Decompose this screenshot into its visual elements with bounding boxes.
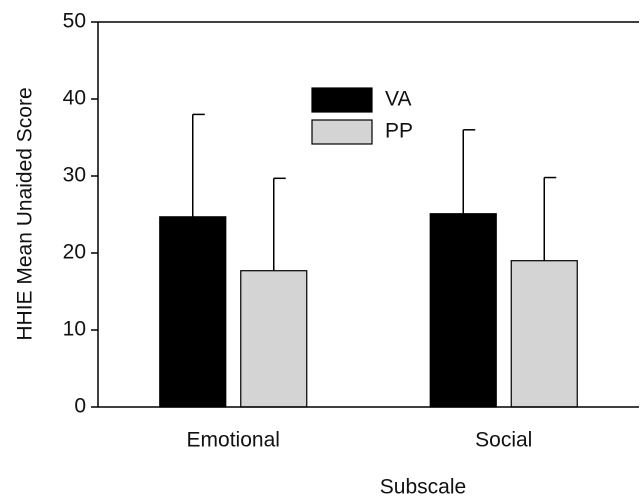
legend-label: PP	[385, 120, 413, 143]
legend-swatch	[311, 87, 373, 113]
legend-swatch	[311, 119, 373, 145]
y-tick-label: 10	[63, 318, 86, 341]
bar	[510, 260, 578, 408]
y-axis-label: HHIE Mean Unaided Score	[14, 87, 37, 340]
bar	[240, 270, 308, 408]
bar	[159, 216, 227, 408]
y-tick-label: 30	[63, 164, 86, 187]
x-tick-label: Emotional	[187, 429, 280, 452]
y-tick-label: 20	[63, 241, 86, 264]
x-tick-label: Social	[475, 429, 532, 452]
bar	[429, 213, 497, 408]
legend-label: VA	[385, 88, 411, 111]
x-axis-label: Subscale	[380, 476, 466, 498]
y-tick-label: 50	[63, 10, 86, 33]
y-tick-label: 0	[74, 395, 86, 418]
y-tick-label: 40	[63, 87, 86, 110]
